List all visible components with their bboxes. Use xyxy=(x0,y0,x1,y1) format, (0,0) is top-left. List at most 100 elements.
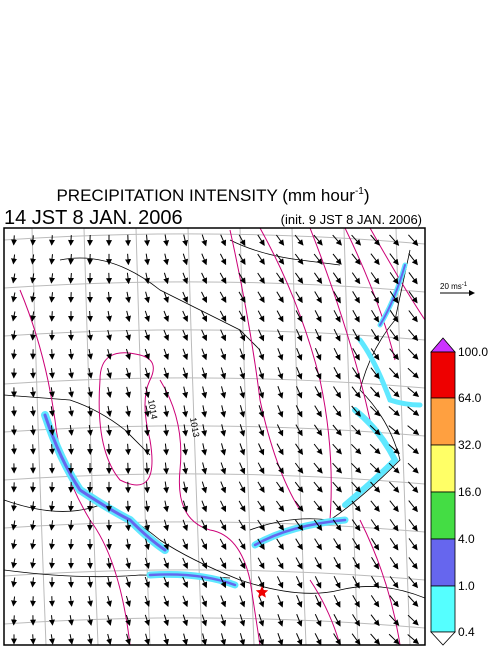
wind-arrow xyxy=(388,633,400,645)
wind-arrow xyxy=(408,291,418,304)
wind-arrow xyxy=(371,291,380,304)
wind-arrow xyxy=(30,254,37,265)
wind-arrow xyxy=(352,328,360,342)
wind-arrow xyxy=(407,444,419,455)
wind-arrow xyxy=(332,500,342,512)
wind-arrow xyxy=(388,386,400,398)
wind-arrow xyxy=(48,425,55,436)
wind-arrow xyxy=(163,234,170,247)
wind-arrow xyxy=(370,253,380,266)
wind-arrow xyxy=(49,254,56,265)
wind-arrow xyxy=(407,425,420,436)
wind-arrow xyxy=(351,424,362,436)
wind-arrow xyxy=(201,424,208,437)
wind-arrow xyxy=(314,633,322,645)
meridian xyxy=(343,228,359,645)
wind-arrow xyxy=(68,330,74,341)
wind-arrow xyxy=(106,329,112,341)
wind-arrow xyxy=(258,405,265,418)
isobar-label: 1013 xyxy=(188,417,201,438)
wind-arrow xyxy=(351,519,361,532)
wind-arrow xyxy=(351,272,361,285)
wind-arrow xyxy=(408,519,418,532)
wind-arrow xyxy=(239,443,246,456)
wind-arrow xyxy=(408,272,418,285)
wind-arrow xyxy=(314,613,322,627)
wind-arrow xyxy=(182,253,189,266)
wind-arrow xyxy=(333,328,341,342)
wind-arrow xyxy=(333,633,341,645)
parallel xyxy=(4,473,425,485)
wind-arrow xyxy=(370,538,380,551)
wind-arrow xyxy=(351,367,361,380)
wind-scale-label: 20 ms-1 xyxy=(440,282,468,291)
wind-arrow xyxy=(49,501,56,512)
wind-arrow xyxy=(258,329,265,342)
meridian xyxy=(31,228,47,645)
wind-arrow xyxy=(294,272,304,284)
wind-arrow xyxy=(389,348,399,361)
wind-arrow xyxy=(277,329,284,342)
wind-arrow xyxy=(295,443,304,456)
wind-arrow xyxy=(49,558,56,569)
wind-arrow xyxy=(201,291,207,303)
wind-arrow xyxy=(333,291,341,304)
wind-arrow xyxy=(296,386,303,399)
wind-arrow xyxy=(389,576,399,589)
wind-arrow xyxy=(408,538,418,551)
wind-arrow xyxy=(276,576,284,589)
wind-arrow xyxy=(295,424,303,437)
wind-arrow xyxy=(333,575,341,589)
wind-arrow xyxy=(68,615,74,626)
wind-arrow xyxy=(182,329,188,342)
wind-arrow xyxy=(296,367,303,380)
wind-arrow xyxy=(408,234,419,246)
wind-arrow xyxy=(314,538,322,551)
wind-arrow xyxy=(275,253,285,265)
wind-arrow xyxy=(182,234,189,247)
wind-arrow xyxy=(201,557,207,569)
wind-arrow xyxy=(352,595,360,608)
wind-arrow xyxy=(30,577,37,588)
wind-arrow xyxy=(296,595,303,608)
wind-arrow xyxy=(351,253,361,265)
wind-arrow xyxy=(333,594,341,608)
parallel xyxy=(4,329,425,341)
colorbar-label: 100.0 xyxy=(458,345,488,359)
wind-arrow xyxy=(238,519,246,531)
wind-arrow xyxy=(239,633,246,645)
wind-arrow xyxy=(201,348,208,361)
wind-arrow xyxy=(201,443,208,456)
wind-arrow xyxy=(352,614,361,627)
wind-arrow xyxy=(201,310,207,322)
wind-arrow xyxy=(276,462,284,475)
wind-arrow xyxy=(144,443,151,456)
wind-arrow xyxy=(48,406,55,417)
wind-arrow xyxy=(30,311,37,322)
wind-arrow xyxy=(295,557,303,570)
wind-arrow xyxy=(239,424,246,437)
wind-arrow xyxy=(11,558,18,569)
wind-arrow xyxy=(371,576,380,589)
wind-arrow xyxy=(68,501,74,512)
wind-arrow xyxy=(163,424,170,437)
wind-arrow xyxy=(258,443,265,456)
wind-arrow xyxy=(11,349,18,360)
wind-arrow xyxy=(295,405,303,418)
wind-arrow xyxy=(277,633,284,645)
wind-arrow xyxy=(407,614,419,626)
wind-arrow xyxy=(125,633,131,645)
wind-arrow xyxy=(68,444,74,455)
wind-arrow xyxy=(144,405,151,418)
wind-arrow xyxy=(11,539,18,550)
wind-arrow xyxy=(144,481,151,494)
wind-arrow xyxy=(389,272,399,285)
wind-arrow xyxy=(11,520,18,531)
wind-arrow xyxy=(87,310,93,322)
wind-arrow xyxy=(296,348,303,361)
wind-arrow xyxy=(370,348,380,361)
wind-arrow xyxy=(125,291,131,304)
wind-arrow xyxy=(30,520,37,531)
wind-arrow xyxy=(11,501,18,512)
wind-arrow xyxy=(201,272,207,285)
